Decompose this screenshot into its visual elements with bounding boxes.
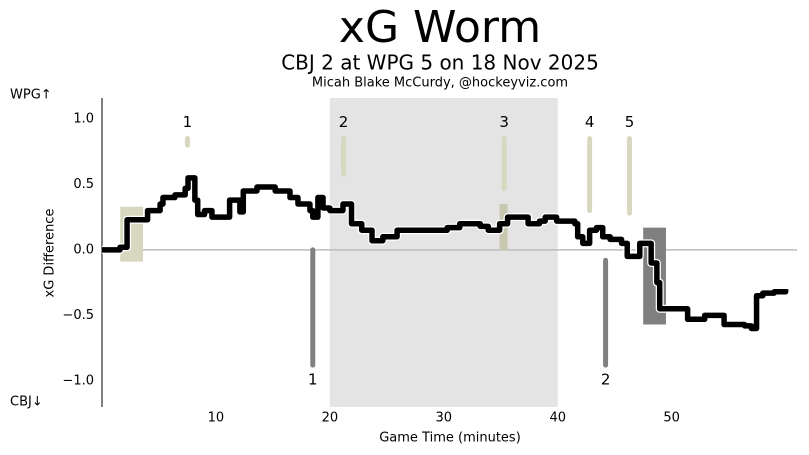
goal-label: 4 (585, 113, 595, 131)
chart-title: xG Worm (339, 2, 541, 53)
bottom-team-label: CBJ↓ (10, 395, 43, 410)
goal-label: 1 (308, 371, 318, 389)
y-tick-label: −0.5 (62, 308, 94, 323)
x-axis-label: Game Time (minutes) (379, 431, 521, 446)
chart-subtitle: CBJ 2 at WPG 5 on 18 Nov 2025 (281, 51, 599, 75)
y-axis-label: xG Difference (43, 209, 58, 298)
x-tick-label: 30 (436, 411, 453, 426)
x-tick-label: 20 (322, 411, 339, 426)
x-tick-label: 50 (663, 411, 680, 426)
y-tick-label: 0.5 (73, 177, 94, 192)
goal-label: 2 (601, 371, 611, 389)
goal-label: 1 (183, 113, 193, 131)
y-tick-label: −1.0 (62, 373, 94, 388)
y-tick-label: 1.0 (73, 111, 94, 126)
shaded-period (329, 98, 558, 407)
worm-line (102, 175, 789, 332)
y-tick-label: 0.0 (73, 242, 94, 257)
goal-label: 5 (625, 113, 635, 131)
goal-label: 3 (499, 113, 509, 131)
top-team-label: WPG↑ (10, 88, 52, 103)
x-tick-label: 10 (208, 411, 225, 426)
x-tick-label: 40 (549, 411, 566, 426)
credit: Micah Blake McCurdy, @hockeyviz.com (312, 76, 568, 91)
goal-label: 2 (339, 113, 349, 131)
